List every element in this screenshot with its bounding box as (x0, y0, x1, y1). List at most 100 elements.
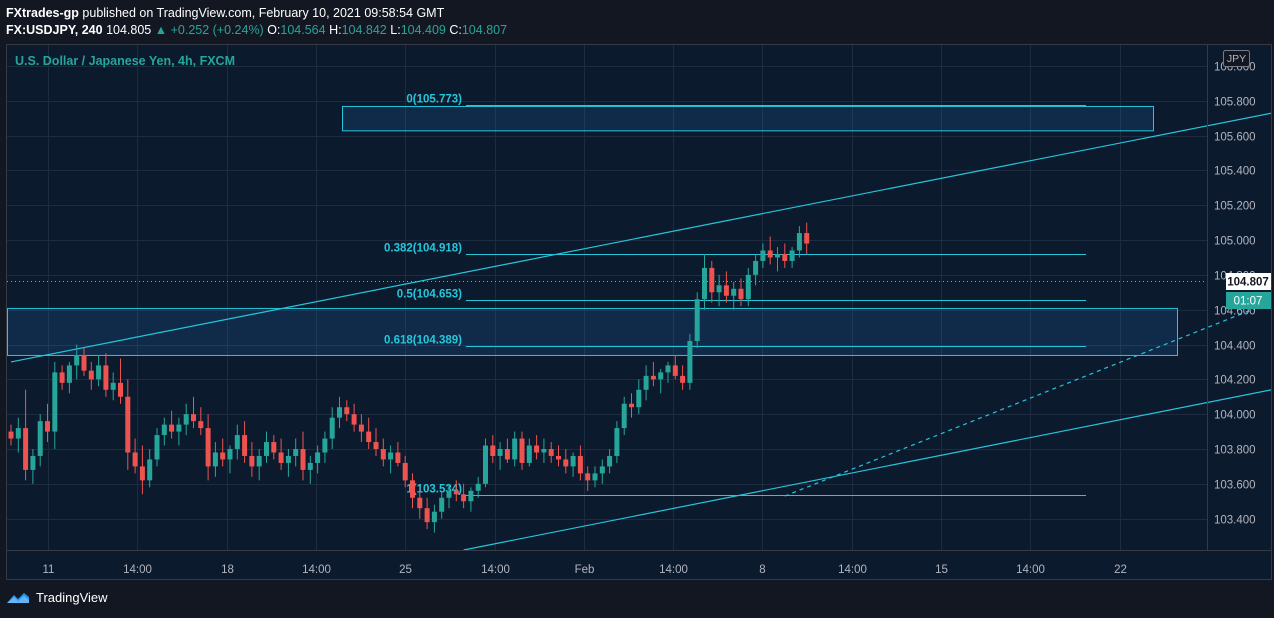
candle-body (599, 466, 605, 474)
candle (183, 403, 189, 436)
candle (643, 365, 649, 401)
candle-body (417, 497, 423, 509)
close-label: C: (449, 23, 462, 37)
candle-body (585, 473, 591, 481)
candle-body (577, 455, 583, 474)
candle (161, 417, 167, 446)
low-value: 104.409 (400, 23, 446, 37)
chart-panel[interactable]: 0(105.773) 0.382(104.918) 0.5(104.653) 0.61… (6, 44, 1274, 580)
candle-body (366, 431, 372, 443)
channel-trendline (463, 388, 1274, 551)
candle (614, 421, 620, 463)
candle (497, 442, 503, 470)
candle-body (169, 424, 175, 432)
candle-body (468, 490, 474, 502)
price-tick-label: 104.400 (1214, 341, 1256, 353)
candle (519, 431, 525, 470)
price-tick-label: 105.000 (1214, 236, 1256, 248)
candle (672, 354, 678, 380)
candle-body (410, 480, 415, 498)
time-tick-label: 22 (1114, 564, 1127, 576)
candle-body (512, 438, 518, 460)
candle-body (329, 417, 335, 439)
candle-body (110, 382, 116, 390)
candle-body (315, 452, 321, 463)
candle-body (519, 438, 525, 463)
published-info: published on TradingView.com, February 1… (82, 6, 445, 20)
candle (541, 438, 547, 463)
candle-body (344, 407, 350, 415)
price-axis[interactable]: 106.000105.800105.600105.400105.200105.0… (1214, 62, 1256, 527)
time-tick-label: 18 (221, 564, 234, 576)
time-tick-label: 11 (43, 564, 55, 576)
candle (242, 421, 248, 463)
chart-title: U.S. Dollar / Japanese Yen, 4h, FXCM (15, 54, 235, 68)
candle (534, 435, 540, 460)
candle (191, 396, 196, 429)
candle (548, 442, 554, 463)
candle (125, 379, 131, 470)
tradingview-footer[interactable]: TradingView (6, 590, 108, 605)
candle-body (395, 452, 401, 463)
candle-body (526, 445, 532, 463)
candle-body (96, 365, 102, 380)
candle-body (264, 442, 269, 456)
time-tick-label: 8 (759, 564, 765, 576)
low-label: L: (390, 23, 401, 37)
candle (147, 449, 153, 488)
currency-badge[interactable]: JPY (1223, 50, 1250, 67)
candle (402, 455, 408, 488)
candle-body (191, 414, 196, 422)
candle-body (322, 438, 328, 453)
publisher-name[interactable]: FXtrades-gp (6, 6, 79, 20)
candle (607, 449, 613, 474)
candle (439, 490, 445, 519)
trendline-group[interactable] (10, 45, 1274, 551)
candle-body (775, 253, 780, 258)
candle-body (351, 414, 357, 425)
time-tick-label: 15 (935, 564, 948, 576)
candle-body (723, 285, 729, 296)
candle (431, 504, 437, 533)
candle-body (665, 365, 671, 373)
candle (329, 407, 335, 449)
candle (687, 334, 693, 390)
time-tick-label: 25 (399, 564, 412, 576)
candle (103, 353, 109, 397)
candle-body (380, 449, 386, 460)
candle (8, 424, 14, 446)
candle-body (453, 490, 459, 495)
candle (52, 361, 58, 449)
candle-body (796, 233, 802, 251)
candle-body (782, 253, 788, 261)
candle-body (234, 435, 240, 449)
candle-body (183, 414, 189, 425)
candle (132, 438, 138, 474)
candle (110, 372, 116, 401)
candle (796, 226, 802, 258)
candle-body (636, 389, 642, 408)
candle-body (504, 449, 510, 460)
candle-body (52, 372, 58, 432)
time-axis[interactable]: 11 14:00 18 14:00 25 14:00 Feb 14:00 8 14:00 15 14:… (43, 564, 1127, 576)
symbol-name[interactable]: FX:USDJPY, 240 (6, 23, 103, 37)
candle-body (242, 435, 248, 456)
tradingview-logo-icon (7, 592, 29, 603)
candle (45, 403, 50, 443)
candle-body (118, 382, 123, 397)
candle (577, 445, 583, 481)
candle-body (300, 449, 306, 470)
candle-body (702, 267, 707, 300)
time-tick-label: 14:00 (481, 564, 510, 576)
candle (680, 365, 686, 390)
candle-series (8, 222, 810, 533)
candle (322, 431, 328, 463)
candle (307, 455, 313, 484)
price-chart[interactable]: 0(105.773) 0.382(104.918) 0.5(104.653) 0.61… (7, 45, 1274, 579)
candle-body (760, 250, 766, 261)
candle (351, 403, 357, 432)
candle (483, 438, 488, 488)
candle (738, 278, 744, 307)
fib-level-label: 0(105.773) (406, 94, 462, 106)
candle-body (249, 455, 255, 467)
